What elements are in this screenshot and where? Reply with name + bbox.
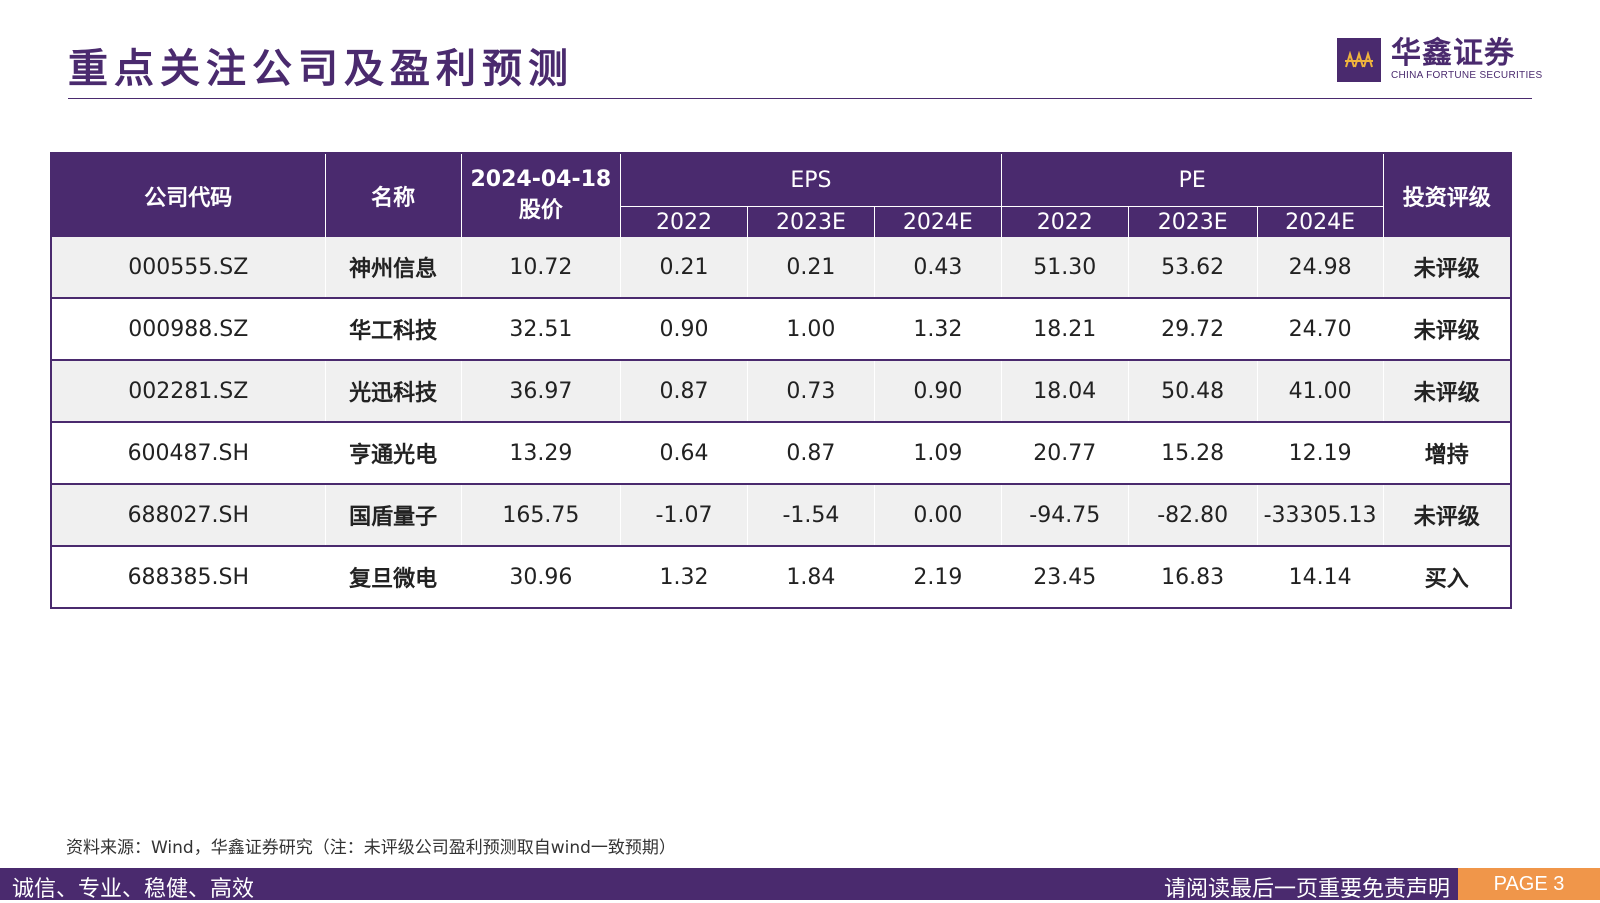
cell-code: 002281.SZ — [50, 360, 326, 423]
cell-code: 000555.SZ — [50, 237, 326, 299]
cell-pe: 14.14 — [1256, 546, 1384, 609]
cell-eps: 0.00 — [873, 484, 1002, 547]
cell-eps: 1.09 — [873, 422, 1002, 485]
table-row: 688027.SH 国盾量子 165.75 -1.07 -1.54 0.00 -… — [50, 484, 1512, 547]
header-pe-year: 2024E — [1256, 206, 1384, 237]
header-eps: EPS — [620, 153, 1002, 207]
cell-eps: 1.84 — [746, 546, 875, 609]
cell-pe: 23.45 — [1000, 546, 1129, 609]
brand-logo: 华鑫证券 CHINA FORTUNE SECURITIES — [1337, 36, 1542, 84]
footer-slogan: 诚信、专业、稳健、高效 — [12, 877, 255, 902]
cell-code: 600487.SH — [50, 422, 326, 485]
header-pe: PE — [1000, 153, 1384, 207]
logo-chinese-text: 华鑫证券 — [1391, 36, 1515, 71]
title-divider — [68, 98, 1532, 99]
cell-eps: -1.07 — [620, 484, 748, 547]
cell-eps: -1.54 — [746, 484, 875, 547]
cell-eps: 0.73 — [746, 360, 875, 423]
cell-pe: 24.70 — [1256, 298, 1384, 361]
cell-rating: 未评级 — [1382, 484, 1512, 547]
cell-rating: 未评级 — [1382, 360, 1512, 423]
header-price: 2024-04-18 股价 — [460, 153, 622, 237]
cell-pe: 50.48 — [1127, 360, 1258, 423]
china-fortune-logo-icon — [1337, 38, 1381, 82]
cell-eps: 0.43 — [873, 237, 1002, 299]
header-eps-year: 2024E — [873, 206, 1002, 237]
cell-pe: -33305.13 — [1256, 484, 1384, 547]
header-company-code: 公司代码 — [50, 153, 326, 237]
cell-code: 688385.SH — [50, 546, 326, 609]
cell-code: 000988.SZ — [50, 298, 326, 361]
cell-pe: 41.00 — [1256, 360, 1384, 423]
cell-price: 32.51 — [460, 298, 622, 361]
cell-eps: 1.32 — [620, 546, 748, 609]
cell-rating: 未评级 — [1382, 298, 1512, 361]
page-number: PAGE 3 — [1458, 868, 1600, 900]
cell-eps: 0.87 — [620, 360, 748, 423]
cell-eps: 0.90 — [873, 360, 1002, 423]
header-price-date: 2024-04-18 — [470, 167, 612, 192]
source-note: 资料来源：Wind，华鑫证券研究（注：未评级公司盈利预测取自wind一致预期） — [66, 838, 676, 858]
cell-price: 36.97 — [460, 360, 622, 423]
cell-pe: 18.21 — [1000, 298, 1129, 361]
cell-pe: 20.77 — [1000, 422, 1129, 485]
cell-pe: 24.98 — [1256, 237, 1384, 299]
cell-eps: 0.90 — [620, 298, 748, 361]
cell-price: 30.96 — [460, 546, 622, 609]
cell-name: 复旦微电 — [324, 546, 462, 609]
cell-eps: 0.21 — [746, 237, 875, 299]
cell-pe: 16.83 — [1127, 546, 1258, 609]
page-title: 重点关注公司及盈利预测 — [68, 46, 574, 92]
cell-name: 光迅科技 — [324, 360, 462, 423]
cell-pe: -94.75 — [1000, 484, 1129, 547]
table-row: 600487.SH 亨通光电 13.29 0.64 0.87 1.09 20.7… — [50, 422, 1512, 485]
footer-bar: 诚信、专业、稳健、高效 请阅读最后一页重要免责声明 PAGE 3 — [0, 868, 1600, 902]
cell-price: 10.72 — [460, 237, 622, 299]
cell-eps: 1.32 — [873, 298, 1002, 361]
header-pe-year: 2022 — [1000, 206, 1129, 237]
cell-price: 165.75 — [460, 484, 622, 547]
table-row: 002281.SZ 光迅科技 36.97 0.87 0.73 0.90 18.0… — [50, 360, 1512, 423]
cell-rating: 买入 — [1382, 546, 1512, 609]
cell-pe: 51.30 — [1000, 237, 1129, 299]
header-eps-year: 2023E — [746, 206, 875, 237]
footer-disclaimer: 请阅读最后一页重要免责声明 — [1163, 877, 1450, 902]
table-row: 000988.SZ 华工科技 32.51 0.90 1.00 1.32 18.2… — [50, 298, 1512, 361]
header-price-label: 股价 — [518, 198, 563, 223]
cell-pe: -82.80 — [1127, 484, 1258, 547]
cell-rating: 增持 — [1382, 422, 1512, 485]
logo-english-text: CHINA FORTUNE SECURITIES — [1391, 70, 1543, 81]
cell-rating: 未评级 — [1382, 237, 1512, 299]
cell-name: 神州信息 — [324, 237, 462, 299]
cell-price: 13.29 — [460, 422, 622, 485]
cell-eps: 1.00 — [746, 298, 875, 361]
cell-pe: 53.62 — [1127, 237, 1258, 299]
cell-eps: 0.64 — [620, 422, 748, 485]
cell-code: 688027.SH — [50, 484, 326, 547]
cell-eps: 0.21 — [620, 237, 748, 299]
header-pe-year: 2023E — [1127, 206, 1258, 237]
cell-eps: 0.87 — [746, 422, 875, 485]
cell-pe: 29.72 — [1127, 298, 1258, 361]
cell-pe: 15.28 — [1127, 422, 1258, 485]
header-rating: 投资评级 — [1382, 153, 1512, 237]
cell-name: 华工科技 — [324, 298, 462, 361]
header-eps-year: 2022 — [620, 206, 748, 237]
table-row: 000555.SZ 神州信息 10.72 0.21 0.21 0.43 51.3… — [50, 237, 1512, 299]
cell-pe: 12.19 — [1256, 422, 1384, 485]
earnings-forecast-table: 公司代码 名称 2024-04-18 股价 EPS PE 投资评级 2022 2… — [50, 152, 1512, 609]
header-name: 名称 — [324, 153, 462, 237]
cell-eps: 2.19 — [873, 546, 1002, 609]
cell-name: 国盾量子 — [324, 484, 462, 547]
cell-pe: 18.04 — [1000, 360, 1129, 423]
cell-name: 亨通光电 — [324, 422, 462, 485]
table-row: 688385.SH 复旦微电 30.96 1.32 1.84 2.19 23.4… — [50, 546, 1512, 609]
